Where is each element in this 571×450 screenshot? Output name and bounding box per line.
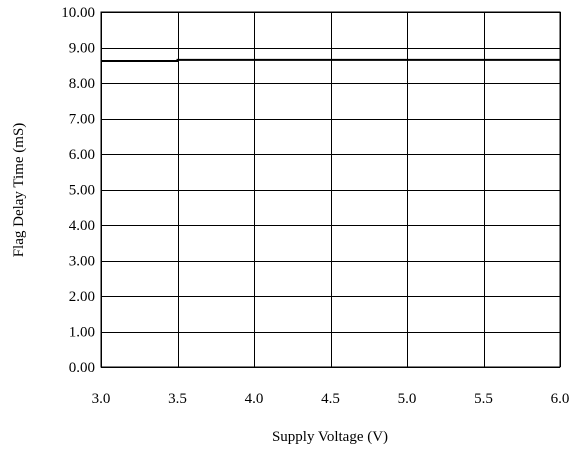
y-tick-label: 5.00 (69, 183, 95, 199)
x-tick-label: 5.5 (474, 391, 493, 407)
y-tick-label: 3.00 (69, 254, 95, 270)
y-tick-label: 8.00 (69, 76, 95, 92)
series-layer (101, 58, 560, 62)
series-line-0 (101, 58, 560, 62)
x-tick-label: 6.0 (551, 391, 570, 407)
y-axis-title: Flag Delay Time (mS) (11, 123, 27, 258)
x-tick-label: 3.0 (92, 391, 111, 407)
x-axis-title: Supply Voltage (V) (272, 429, 388, 445)
plot-frame (100, 11, 561, 368)
x-tick-label: 4.5 (321, 391, 340, 407)
y-tick-label: 6.00 (69, 147, 95, 163)
y-tick-label: 9.00 (69, 41, 95, 57)
y-tick-label: 2.00 (69, 289, 95, 305)
x-tick-label: 5.0 (398, 391, 417, 407)
y-tick-label: 7.00 (69, 112, 95, 128)
y-tick-label: 0.00 (69, 360, 95, 376)
x-tick-labels: 3.0 3.5 4.0 4.5 5.0 5.5 6.0 (92, 391, 570, 407)
grid-lines (101, 12, 561, 368)
y-tick-label: 4.00 (69, 218, 95, 234)
x-tick-label: 3.5 (168, 391, 187, 407)
y-tick-label: 1.00 (69, 325, 95, 341)
y-tick-labels: 0.00 1.00 2.00 3.00 4.00 5.00 6.00 7.00 8.00 9.00… (61, 5, 95, 376)
x-tick-label: 4.0 (245, 391, 264, 407)
y-tick-label: 10.00 (61, 5, 95, 21)
